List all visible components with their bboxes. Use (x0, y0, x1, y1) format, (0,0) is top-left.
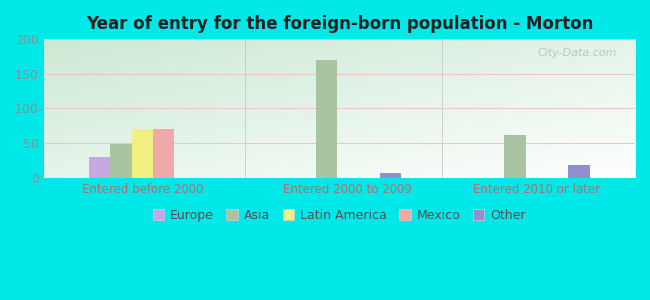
Title: Year of entry for the foreign-born population - Morton: Year of entry for the foreign-born popul… (86, 15, 593, 33)
Text: City-Data.com: City-Data.com (538, 49, 618, 58)
Bar (153, 129, 174, 178)
Bar (111, 145, 131, 178)
Bar (380, 173, 401, 178)
Bar (315, 60, 337, 178)
Bar (131, 129, 153, 178)
Bar (569, 165, 590, 178)
Bar (89, 157, 111, 178)
Bar (504, 135, 526, 178)
Legend: Europe, Asia, Latin America, Mexico, Other: Europe, Asia, Latin America, Mexico, Oth… (148, 204, 531, 227)
